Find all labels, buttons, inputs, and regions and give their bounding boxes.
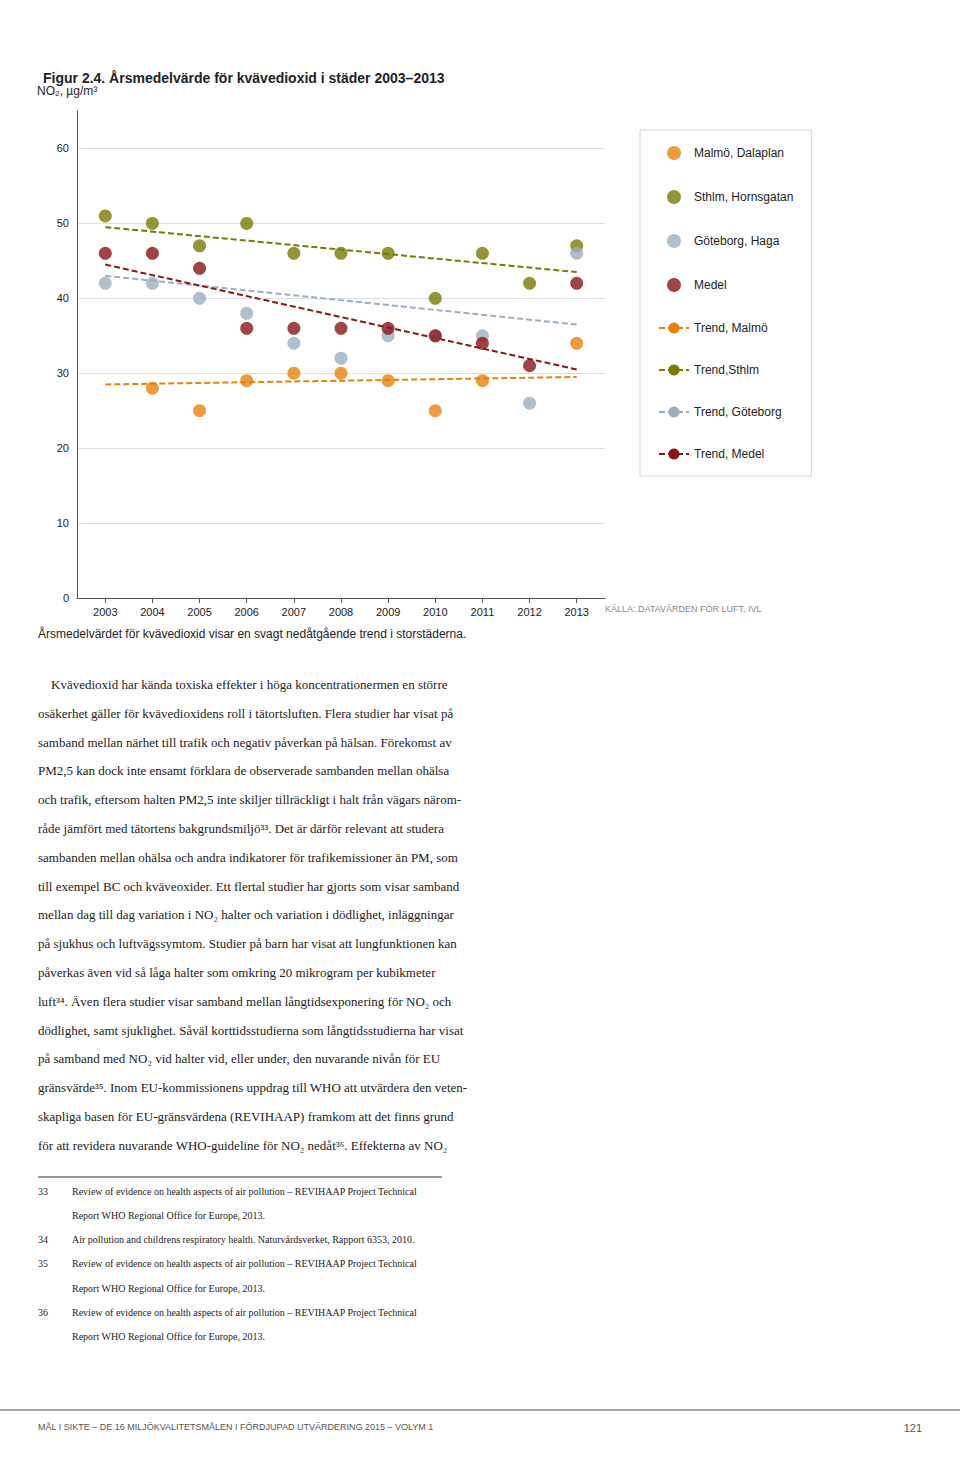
svg-text:och trafik, eftersom halten PM: och trafik, eftersom halten PM2,5 inte s… <box>38 792 461 807</box>
svg-text:Årsmedelvärdet för kvävedioxid: Årsmedelvärdet för kvävedioxid visar en … <box>38 626 466 641</box>
svg-text:osäkerhet gäller för kvävediox: osäkerhet gäller för kvävedioxidens roll… <box>38 706 453 721</box>
svg-text:2006: 2006 <box>234 606 258 618</box>
svg-text:Report WHO Regional Office for: Report WHO Regional Office for Europe, 2… <box>72 1283 265 1294</box>
svg-text:2007: 2007 <box>282 606 306 618</box>
svg-text:Review of evidence on health a: Review of evidence on health aspects of … <box>72 1307 417 1318</box>
svg-text:sambanden mellan ohälsa och an: sambanden mellan ohälsa och andra indika… <box>38 850 458 865</box>
svg-text:121: 121 <box>904 1422 922 1434</box>
svg-text:2009: 2009 <box>376 606 400 618</box>
svg-text:samband mellan närhet till tra: samband mellan närhet till trafik och ne… <box>38 735 452 750</box>
svg-text:dödlighet, samt sjuklighet. Så: dödlighet, samt sjuklighet. Såväl kortti… <box>38 1023 464 1038</box>
svg-text:på sjukhus och luftvägssymtom.: på sjukhus och luftvägssymtom. Studier p… <box>38 936 457 951</box>
svg-text:Report WHO Regional Office for: Report WHO Regional Office for Europe, 2… <box>72 1331 265 1342</box>
svg-text:Trend, Göteborg: Trend, Göteborg <box>694 405 782 419</box>
svg-text:Report WHO Regional Office for: Report WHO Regional Office for Europe, 2… <box>72 1210 265 1221</box>
svg-text:råde jämfört med tätortens bak: råde jämfört med tätortens bakgrundsmilj… <box>38 821 444 836</box>
svg-text:påverkas även vid så låga halt: påverkas även vid så låga halter som omk… <box>38 965 436 980</box>
svg-text:PM2,5 kan dock inte ensamt för: PM2,5 kan dock inte ensamt förklara de o… <box>38 763 449 778</box>
svg-text:35: 35 <box>38 1258 48 1269</box>
svg-text:Trend,Sthlm: Trend,Sthlm <box>694 363 759 377</box>
svg-text:2004: 2004 <box>140 606 164 618</box>
svg-text:på samband med NO₂ vid halter: på samband med NO₂ vid halter vid, eller… <box>38 1051 441 1066</box>
svg-text:Air pollution and childrens re: Air pollution and childrens respiratory … <box>72 1234 414 1245</box>
svg-text:Trend, Malmö: Trend, Malmö <box>694 321 768 335</box>
svg-text:Göteborg, Haga: Göteborg, Haga <box>694 234 780 248</box>
svg-text:Malmö, Dalaplan: Malmö, Dalaplan <box>694 146 784 160</box>
svg-text:Figur 2.4. Årsmedelvärde för k: Figur 2.4. Årsmedelvärde för kvävedioxid… <box>43 70 445 86</box>
svg-text:KÄLLA: DATAVÄRDEN FÖR LUFT, IV: KÄLLA: DATAVÄRDEN FÖR LUFT, IVL <box>605 604 762 614</box>
svg-text:2011: 2011 <box>471 606 495 618</box>
svg-text:2005: 2005 <box>187 606 211 618</box>
svg-text:34: 34 <box>38 1234 48 1245</box>
svg-text:Review of evidence on health a: Review of evidence on health aspects of … <box>72 1258 417 1269</box>
svg-text:MÅL I SIKTE – DE 16 MILJÖKVALI: MÅL I SIKTE – DE 16 MILJÖKVALITETSMÅLEN … <box>38 1422 433 1432</box>
svg-text:till exempel BC och kväveoxide: till exempel BC och kväveoxider. Ett fle… <box>38 879 460 894</box>
svg-text:10: 10 <box>57 517 69 529</box>
svg-text:20: 20 <box>57 442 69 454</box>
svg-text:33: 33 <box>38 1186 48 1197</box>
svg-text:för att revidera nuvarande WHO: för att revidera nuvarande WHO-guideline… <box>38 1138 447 1153</box>
svg-text:50: 50 <box>57 217 69 229</box>
svg-text:60: 60 <box>57 142 69 154</box>
svg-text:gränsvärde³⁵. Inom EU-kommissi: gränsvärde³⁵. Inom EU-kommissionens uppd… <box>38 1080 467 1095</box>
svg-text:2012: 2012 <box>517 606 541 618</box>
svg-text:luft³⁴. Även flera studier vis: luft³⁴. Även flera studier visar samband… <box>38 994 452 1009</box>
svg-text:36: 36 <box>38 1307 48 1318</box>
svg-text:Trend, Medel: Trend, Medel <box>694 447 764 461</box>
svg-text:2003: 2003 <box>93 606 117 618</box>
svg-text:Kvävedioxid har kända toxiska: Kvävedioxid har kända toxiska effekter i… <box>38 677 448 692</box>
svg-text:Review of evidence on health a: Review of evidence on health aspects of … <box>72 1186 417 1197</box>
svg-text:skapliga basen för EU-gränsvär: skapliga basen för EU-gränsvärdena (REVI… <box>38 1109 454 1124</box>
svg-text:Sthlm, Hornsgatan: Sthlm, Hornsgatan <box>694 190 793 204</box>
svg-text:30: 30 <box>57 367 69 379</box>
svg-text:Medel: Medel <box>694 278 727 292</box>
svg-text:2013: 2013 <box>564 606 588 618</box>
svg-text:0: 0 <box>63 592 69 604</box>
svg-text:2010: 2010 <box>423 606 447 618</box>
svg-text:2008: 2008 <box>329 606 353 618</box>
svg-text:40: 40 <box>57 292 69 304</box>
svg-text:mellan dag till dag variation: mellan dag till dag variation i NO₂ halt… <box>38 907 454 922</box>
svg-text:NO₂, µg/m³: NO₂, µg/m³ <box>37 84 97 98</box>
